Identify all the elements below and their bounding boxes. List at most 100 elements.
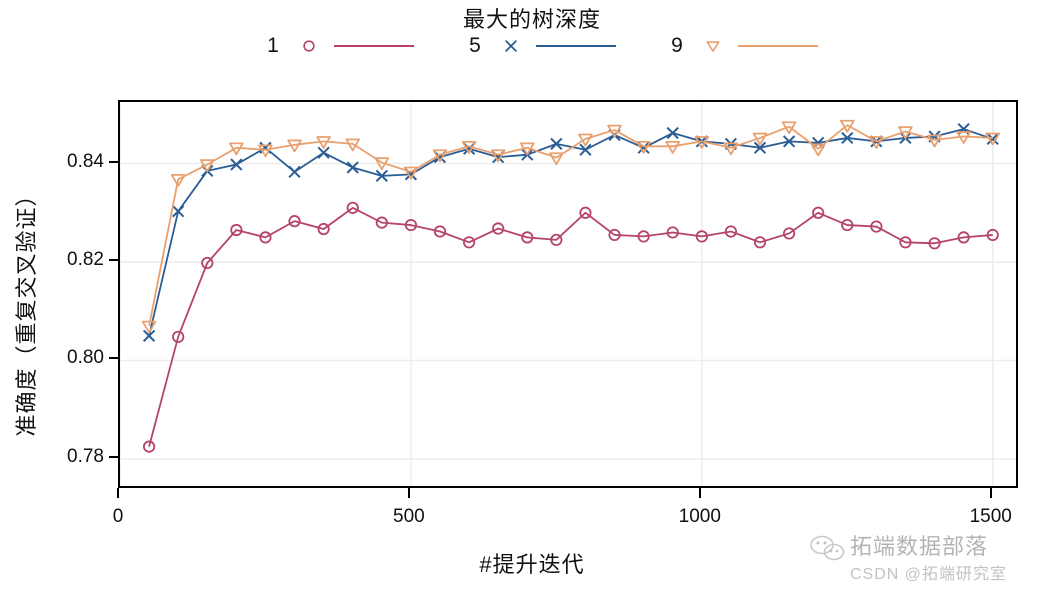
- data-point: [317, 146, 330, 159]
- x-tick-mark: [117, 488, 119, 498]
- data-point: [723, 142, 739, 156]
- data-point: [899, 236, 912, 249]
- legend-entry-5[interactable]: 5: [462, 32, 618, 60]
- x-axis-title: #提升迭代: [479, 552, 585, 577]
- data-point: [490, 149, 506, 163]
- legend-entry-1[interactable]: 1: [260, 32, 416, 60]
- data-point: [666, 226, 679, 239]
- legend-label-9: 9: [671, 34, 683, 57]
- data-point: [432, 149, 448, 163]
- data-point: [986, 228, 999, 242]
- plot-svg: [120, 102, 1016, 486]
- data-point: [142, 329, 156, 342]
- data-point: [549, 152, 564, 166]
- series-1: [142, 201, 999, 453]
- legend-line-9: [736, 32, 820, 60]
- y-tick-mark: [109, 455, 118, 458]
- x-tick-label: 1500: [969, 506, 1012, 527]
- data-point: [375, 216, 388, 229]
- data-point: [724, 225, 738, 238]
- x-tick-mark: [698, 488, 701, 498]
- y-tick-label: 0.78: [67, 445, 104, 467]
- data-point: [230, 158, 243, 171]
- data-point: [403, 166, 419, 180]
- legend-line-1: [332, 32, 416, 60]
- data-point: [782, 227, 796, 240]
- legend-entry-9[interactable]: 9: [664, 32, 820, 60]
- data-point: [752, 132, 768, 146]
- data-point: [637, 230, 650, 243]
- data-point: [521, 231, 534, 244]
- x-tick-label: 500: [393, 506, 425, 527]
- data-point: [461, 141, 477, 154]
- data-point: [870, 220, 883, 233]
- data-point: [928, 237, 941, 250]
- data-point: [404, 218, 418, 232]
- y-tick-label: 0.82: [67, 249, 104, 270]
- data-point: [259, 231, 272, 244]
- data-point: [492, 222, 505, 235]
- data-point: [462, 236, 476, 249]
- data-point: [170, 173, 186, 187]
- data-point: [346, 201, 359, 214]
- series-9: [141, 119, 1001, 334]
- data-point: [636, 141, 651, 154]
- data-point: [172, 205, 185, 218]
- y-axis-title: 准确度（重复交叉验证）: [14, 183, 39, 437]
- y-tick-label: 0.84: [67, 150, 104, 172]
- data-point: [317, 222, 330, 236]
- data-point: [841, 131, 854, 145]
- data-point: [201, 256, 214, 270]
- data-point: [608, 228, 621, 242]
- data-point: [957, 231, 970, 244]
- data-point: [375, 169, 388, 182]
- x-tick-label: 0: [112, 506, 124, 527]
- data-point: [839, 119, 855, 133]
- data-point: [550, 233, 563, 246]
- data-point: [550, 137, 563, 150]
- data-point: [288, 165, 301, 179]
- data-point: [841, 218, 854, 232]
- data-point: [346, 161, 359, 174]
- triangle-down-marker-icon: [690, 32, 736, 60]
- legend-label-1: 1: [267, 34, 279, 57]
- data-point: [374, 157, 390, 171]
- data-point: [898, 126, 913, 140]
- data-point: [927, 134, 942, 148]
- data-point: [199, 159, 215, 173]
- data-point: [578, 133, 593, 147]
- circle-marker-icon: [286, 32, 332, 60]
- legend-label-5: 5: [469, 34, 481, 57]
- legend-title: 最大的树深度: [462, 7, 601, 32]
- y-tick-mark: [109, 259, 118, 261]
- series-5: [142, 122, 999, 342]
- data-point: [986, 132, 999, 146]
- legend: 1 5 9: [260, 32, 920, 60]
- data-point: [316, 136, 331, 149]
- data-point: [287, 139, 302, 153]
- legend-line-5: [534, 32, 618, 60]
- data-point: [579, 143, 592, 156]
- data-point: [753, 236, 767, 249]
- x-tick-mark: [407, 488, 410, 498]
- data-point: [985, 132, 1001, 146]
- data-point: [665, 141, 681, 154]
- data-point: [695, 230, 708, 243]
- data-point: [607, 124, 622, 138]
- data-point: [753, 141, 767, 154]
- data-point: [142, 440, 156, 453]
- data-point: [781, 121, 797, 135]
- data-point: [433, 225, 447, 238]
- data-point: [956, 131, 971, 144]
- data-point: [288, 215, 301, 228]
- data-point: [345, 138, 361, 152]
- series-line-9: [148, 124, 993, 327]
- y-tick-mark: [109, 160, 118, 163]
- x-tick-label: 1000: [678, 506, 721, 527]
- data-point: [869, 136, 884, 149]
- data-point: [141, 320, 157, 334]
- data-point: [810, 143, 826, 157]
- x-tick-mark: [989, 488, 992, 498]
- data-point: [812, 206, 825, 219]
